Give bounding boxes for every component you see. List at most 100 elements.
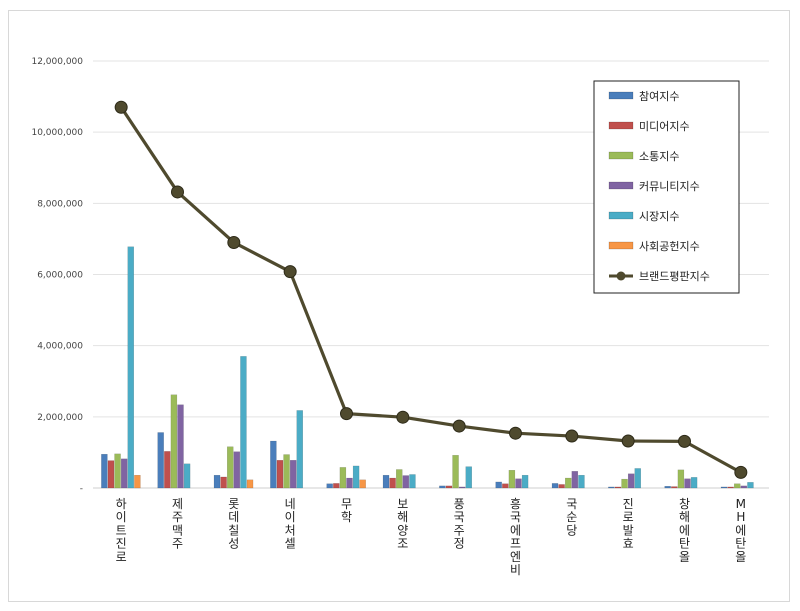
legend-label-사회공헌지수: 사회공헌지수 bbox=[639, 240, 700, 253]
bar-커뮤니티지수-풍국주정 bbox=[458, 486, 466, 489]
line-point-국순당 bbox=[565, 429, 579, 443]
bar-시장지수-보해양조 bbox=[409, 474, 416, 489]
bar-소통지수-하이트진로 bbox=[114, 453, 121, 489]
y-axis-ticks: - 2,000,000 4,000,000 6,000,000 8,000,000 10,… bbox=[31, 57, 83, 494]
bar-시장지수-풍국주정 bbox=[465, 466, 472, 489]
line-point-롯데칠성 bbox=[227, 235, 241, 249]
legend-label-소통지수: 소통지수 bbox=[639, 150, 679, 163]
bar-커뮤니티지수-흥국에프엔비 bbox=[515, 478, 522, 489]
bar-소통지수-롯데칠성 bbox=[227, 446, 234, 489]
bar-시장지수-무학 bbox=[352, 465, 360, 489]
y-tick-label: 6,000,000 bbox=[37, 271, 83, 281]
line-point-제주맥주 bbox=[171, 185, 184, 199]
bar-미디어지수-국순당 bbox=[558, 484, 565, 489]
line-point-보해양조 bbox=[396, 410, 410, 424]
chart: - 2,000,000 4,000,000 6,000,000 8,000,000 10,… bbox=[31, 57, 769, 577]
bar-참여지수-풍국주정 bbox=[439, 485, 446, 489]
bar-시장지수-제주맥주 bbox=[183, 463, 191, 489]
bar-미디어지수-보해양조 bbox=[389, 477, 396, 489]
bar-시장지수-진로발효 bbox=[634, 468, 641, 489]
y-tick-label: 12,000,000 bbox=[31, 57, 83, 67]
bars bbox=[101, 246, 754, 489]
y-tick-label: 2,000,000 bbox=[37, 413, 83, 423]
gridlines bbox=[93, 60, 769, 489]
bar-소통지수-네이처셀 bbox=[283, 454, 290, 489]
legend-swatch-사회공헌지수 bbox=[608, 241, 634, 250]
y-tick-label: 10,000,000 bbox=[31, 128, 83, 138]
bar-커뮤니티지수-네이처셀 bbox=[289, 460, 297, 489]
legend-label-시장지수: 시장지수 bbox=[639, 210, 679, 223]
y-tick-label: 8,000,000 bbox=[37, 199, 83, 209]
legend-label-참여지수: 참여지수 bbox=[639, 90, 679, 103]
bar-소통지수-풍국주정 bbox=[452, 455, 459, 489]
bar-커뮤니티지수-하이트진로 bbox=[120, 458, 128, 489]
bar-사회공헌지수-무학 bbox=[359, 479, 366, 489]
bar-시장지수-MH에탄올 bbox=[747, 482, 754, 489]
bar-소통지수-진로발효 bbox=[621, 478, 628, 489]
line-point-진로발효 bbox=[621, 434, 635, 448]
bar-시장지수-하이트진로 bbox=[127, 246, 134, 489]
bar-미디어지수-무학 bbox=[333, 483, 340, 489]
bar-커뮤니티지수-무학 bbox=[346, 477, 353, 489]
bar-참여지수-무학 bbox=[326, 483, 333, 489]
bar-미디어지수-진로발효 bbox=[614, 486, 622, 489]
bar-시장지수-흥국에프엔비 bbox=[521, 474, 529, 489]
bar-시장지수-롯데칠성 bbox=[240, 356, 247, 489]
legend-label-미디어지수: 미디어지수 bbox=[639, 120, 690, 133]
bar-참여지수-진로발효 bbox=[608, 486, 615, 489]
legend-swatch-참여지수 bbox=[608, 91, 634, 100]
bar-커뮤니티지수-진로발효 bbox=[627, 473, 635, 489]
bar-소통지수-MH에탄올 bbox=[734, 483, 741, 489]
bar-소통지수-창해에탄올 bbox=[677, 469, 685, 489]
bar-소통지수-제주맥주 bbox=[170, 394, 178, 489]
bar-미디어지수-네이처셀 bbox=[276, 460, 284, 489]
bar-커뮤니티지수-국순당 bbox=[571, 471, 579, 489]
bar-미디어지수-흥국에프엔비 bbox=[502, 483, 509, 489]
bar-시장지수-네이처셀 bbox=[296, 410, 303, 489]
bar-참여지수-제주맥주 bbox=[157, 432, 164, 489]
bar-시장지수-창해에탄올 bbox=[690, 477, 698, 489]
bar-참여지수-흥국에프엔비 bbox=[495, 481, 502, 489]
bar-소통지수-국순당 bbox=[565, 477, 572, 489]
bar-미디어지수-롯데칠성 bbox=[220, 476, 227, 489]
bar-참여지수-MH에탄올 bbox=[720, 486, 728, 489]
bar-참여지수-창해에탄올 bbox=[664, 486, 671, 489]
x-axis-labels: 하 이 트 진 로 제 주 맥 주 롯 데 칠 성 네 이 처 셀 무 학 보 해 양 조 풍 국 주 정 흥 국 에 프 엔 비 국 순 당 진 로 발 효… bbox=[116, 497, 747, 577]
bar-시장지수-국순당 bbox=[578, 474, 585, 489]
bar-사회공헌지수-롯데칠성 bbox=[246, 479, 254, 489]
bar-미디어지수-창해에탄올 bbox=[671, 486, 678, 489]
bar-참여지수-롯데칠성 bbox=[213, 474, 221, 489]
legend-label-커뮤니티지수: 커뮤니티지수 bbox=[639, 180, 700, 193]
bar-소통지수-보해양조 bbox=[396, 469, 403, 489]
bar-미디어지수-하이트진로 bbox=[107, 460, 115, 489]
chart-frame: - 2,000,000 4,000,000 6,000,000 8,000,000 10,… bbox=[8, 10, 790, 602]
bar-소통지수-흥국에프엔비 bbox=[508, 470, 516, 489]
bar-참여지수-네이처셀 bbox=[270, 440, 277, 489]
bar-참여지수-보해양조 bbox=[382, 474, 390, 489]
legend-marker-브랜드평판지수 bbox=[616, 271, 626, 281]
bar-참여지수-하이트진로 bbox=[101, 453, 108, 489]
y-tick-label: 4,000,000 bbox=[37, 342, 83, 352]
series-line-브랜드평판지수 bbox=[119, 106, 742, 474]
line-point-네이처셀 bbox=[283, 265, 297, 279]
bar-미디어지수-MH에탄올 bbox=[727, 486, 734, 489]
line-point-창해에탄올 bbox=[678, 434, 691, 448]
legend-swatch-시장지수 bbox=[608, 211, 634, 220]
bar-커뮤니티지수-창해에탄올 bbox=[684, 478, 691, 489]
line-point-MH에탄올 bbox=[734, 465, 748, 479]
brand-index-line bbox=[114, 100, 748, 479]
line-point-풍국주정 bbox=[452, 419, 466, 433]
bar-커뮤니티지수-제주맥주 bbox=[177, 404, 184, 489]
legend-label-브랜드평판지수: 브랜드평판지수 bbox=[639, 270, 710, 283]
line-point-하이트진로 bbox=[114, 100, 128, 114]
legend-swatch-미디어지수 bbox=[608, 121, 634, 130]
bar-미디어지수-풍국주정 bbox=[445, 485, 453, 489]
legend-swatch-커뮤니티지수 bbox=[608, 181, 634, 190]
